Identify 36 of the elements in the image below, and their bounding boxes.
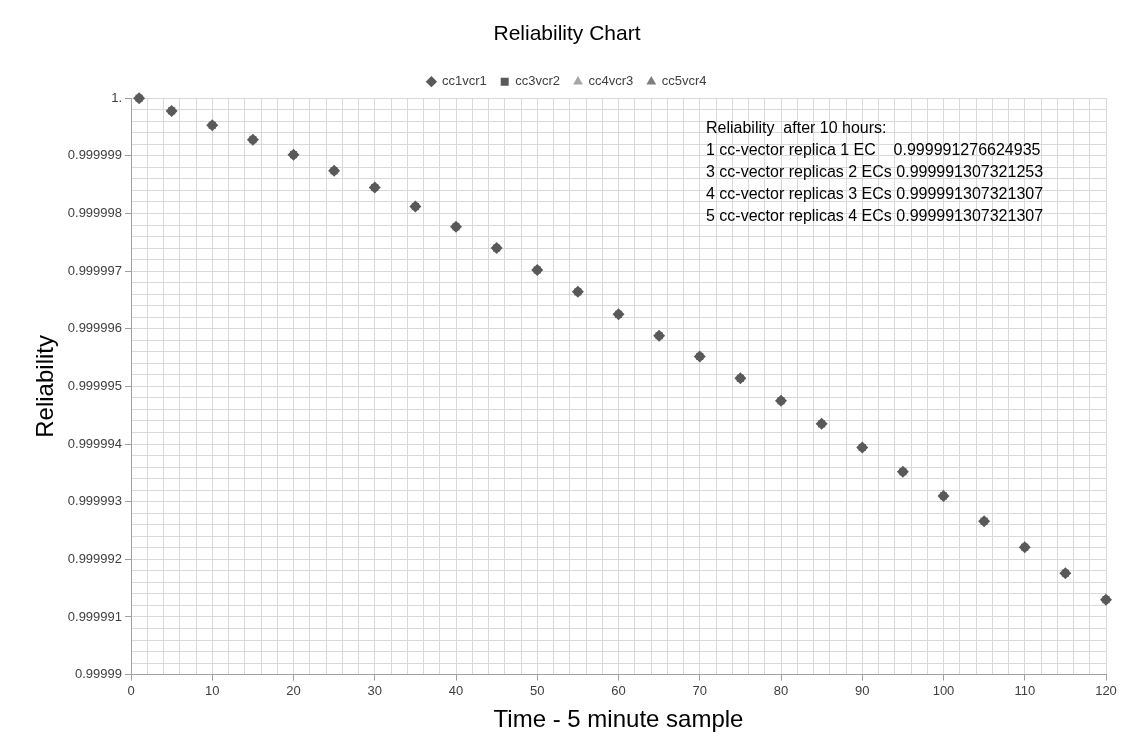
y-tick-label: 0.999997 xyxy=(67,262,123,278)
x-tick-label: 50 xyxy=(530,682,545,698)
x-axis-title: Time - 5 minute sample xyxy=(493,705,744,733)
chart-title: Reliability Chart xyxy=(493,21,641,45)
y-tick-label: 0.999995 xyxy=(67,377,123,393)
x-tick-label: 0 xyxy=(127,682,135,698)
legend-label: cc3vcr2 xyxy=(515,73,561,89)
x-tick-label: 10 xyxy=(205,682,220,698)
x-tick-label: 100 xyxy=(932,682,955,698)
x-tick-label: 80 xyxy=(773,682,789,698)
x-tick-label: 90 xyxy=(855,682,870,698)
x-tick-label: 120 xyxy=(1095,682,1117,698)
y-tick-label: 0.999998 xyxy=(67,205,123,221)
x-tick-label: 30 xyxy=(367,682,382,698)
annotation: Reliability after 10 hours: xyxy=(706,119,887,137)
y-axis-title: Reliability xyxy=(31,335,59,438)
legend-label: cc5vcr4 xyxy=(661,73,707,89)
legend-label: cc1vcr1 xyxy=(441,73,487,89)
x-tick-label: 110 xyxy=(1014,682,1036,698)
y-tick-label: 0.99999 xyxy=(75,666,123,682)
y-tick-label: 0.999994 xyxy=(67,435,123,451)
annotation: 5 cc-vector replicas 4 ECs 0.999991307321307 xyxy=(706,207,1044,225)
annotation: 1 cc-vector replica 1 EC 0.999991276624935 xyxy=(706,141,1041,159)
y-tick-label: 0.999999 xyxy=(67,147,123,163)
x-tick-label: 60 xyxy=(611,682,626,698)
annotation: 3 cc-vector replicas 2 ECs 0.999991307321253 xyxy=(706,163,1044,181)
y-tick-label: 0.999992 xyxy=(67,550,123,566)
x-tick-label: 20 xyxy=(286,682,301,698)
y-tick-label: 1. xyxy=(111,89,123,105)
annotation: 4 cc-vector replicas 3 ECs 0.999991307321307 xyxy=(706,185,1044,203)
legend-label: cc4vcr3 xyxy=(588,73,634,89)
y-tick-label: 0.999991 xyxy=(67,608,123,624)
x-tick-label: 40 xyxy=(448,682,464,698)
y-tick-label: 0.999996 xyxy=(67,320,123,336)
y-tick-label: 0.999993 xyxy=(67,493,123,509)
x-tick-label: 70 xyxy=(692,682,707,698)
